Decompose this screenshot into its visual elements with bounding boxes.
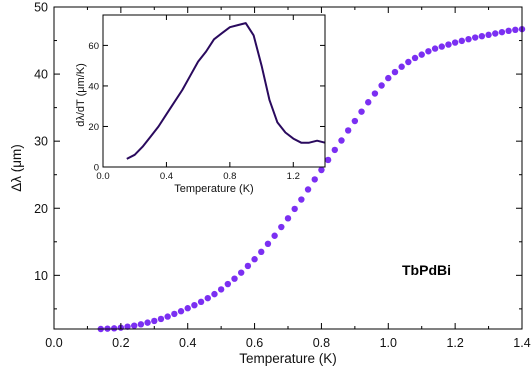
data-point bbox=[284, 215, 292, 222]
data-point bbox=[151, 317, 158, 325]
data-point bbox=[157, 315, 165, 323]
data-point bbox=[411, 54, 419, 62]
data-point bbox=[371, 90, 379, 97]
data-point bbox=[171, 310, 178, 318]
data-point bbox=[465, 36, 472, 43]
data-point bbox=[492, 30, 499, 37]
y-tick-label: 40 bbox=[34, 68, 48, 82]
data-point bbox=[425, 48, 432, 55]
y-tick-label: 20 bbox=[34, 202, 48, 216]
data-point bbox=[110, 325, 118, 332]
x-tick-label: 1.0 bbox=[380, 336, 397, 350]
data-point bbox=[458, 37, 466, 45]
inset-y-ticks: 0 20 40 60 bbox=[88, 41, 325, 174]
inset-line bbox=[126, 22, 326, 160]
data-point bbox=[438, 43, 445, 50]
data-point bbox=[358, 108, 365, 115]
data-point bbox=[304, 186, 312, 193]
data-point bbox=[137, 321, 145, 328]
inset-chart: 0.0 0.4 0.8 1.2 0 20 40 60 Temperature (K) dλ/… bbox=[75, 14, 326, 195]
data-point bbox=[418, 51, 425, 58]
data-point bbox=[144, 319, 151, 326]
data-point bbox=[131, 322, 138, 329]
x-tick-label: 0.2 bbox=[112, 336, 129, 350]
data-point bbox=[124, 323, 131, 330]
main-y-ticks: 10 20 30 40 50 bbox=[34, 1, 522, 310]
inset-y-axis-title: dλ/dT (μm/K) bbox=[75, 63, 87, 127]
data-point bbox=[472, 34, 479, 41]
data-point bbox=[224, 280, 232, 288]
chart-annotation: TbPdBi bbox=[402, 262, 451, 278]
data-point bbox=[197, 298, 205, 306]
data-point bbox=[278, 223, 285, 231]
data-point bbox=[445, 41, 452, 48]
data-point bbox=[184, 305, 191, 312]
data-point bbox=[298, 196, 305, 203]
y-tick-label: 30 bbox=[34, 135, 48, 149]
x-tick-label: 1.2 bbox=[446, 336, 463, 350]
inset-y-tick-label: 20 bbox=[88, 122, 99, 133]
data-point bbox=[478, 32, 486, 40]
data-point bbox=[331, 146, 338, 154]
inset-x-axis-title: Temperature (K) bbox=[174, 183, 253, 195]
data-point bbox=[485, 31, 492, 39]
main-y-axis-title: Δλ (μm) bbox=[9, 144, 24, 192]
data-point bbox=[244, 262, 252, 270]
data-point bbox=[431, 45, 439, 52]
inset-x-tick-label: 0.8 bbox=[223, 171, 236, 182]
data-point bbox=[338, 137, 345, 144]
data-point bbox=[291, 205, 298, 213]
y-tick-label: 50 bbox=[34, 1, 48, 15]
inset-x-tick-label: 1.2 bbox=[287, 171, 300, 182]
x-tick-label: 0.0 bbox=[45, 336, 62, 350]
inset-x-tick-label: 0.0 bbox=[96, 171, 109, 182]
data-point bbox=[271, 232, 278, 239]
data-point bbox=[451, 39, 459, 46]
data-point bbox=[324, 156, 332, 164]
inset-x-ticks: 0.0 0.4 0.8 1.2 bbox=[96, 15, 300, 182]
y-tick-label: 10 bbox=[34, 269, 48, 283]
data-point bbox=[251, 256, 258, 263]
data-point bbox=[211, 290, 218, 298]
data-point bbox=[365, 99, 372, 106]
main-x-ticks: 0.0 0.2 0.4 0.6 0.8 1.0 1.2 1.4 bbox=[45, 7, 531, 350]
x-tick-label: 1.4 bbox=[513, 336, 530, 350]
x-tick-label: 0.6 bbox=[246, 336, 263, 350]
inset-y-tick-label: 40 bbox=[88, 81, 99, 92]
data-point bbox=[164, 313, 171, 320]
main-x-axis-title: Temperature (K) bbox=[239, 351, 337, 366]
data-point bbox=[311, 176, 318, 183]
data-point bbox=[177, 308, 185, 315]
data-point bbox=[512, 26, 519, 34]
data-point bbox=[318, 166, 325, 174]
data-point bbox=[498, 28, 506, 36]
inset-x-tick-label: 0.4 bbox=[160, 171, 173, 182]
data-point bbox=[264, 240, 272, 248]
data-point bbox=[344, 127, 352, 134]
data-point bbox=[231, 275, 238, 282]
data-point bbox=[351, 117, 359, 125]
data-point bbox=[505, 27, 512, 35]
data-point bbox=[238, 269, 245, 276]
main-chart: 0.0 0.2 0.4 0.6 0.8 1.0 1.2 1.4 10 20 30 40 50 Temp… bbox=[9, 1, 531, 367]
data-point bbox=[217, 286, 225, 293]
data-point bbox=[398, 63, 405, 70]
inset-y-tick-label: 0 bbox=[94, 163, 99, 174]
inset-background bbox=[103, 15, 325, 167]
data-point bbox=[378, 82, 385, 89]
main-points-group bbox=[97, 25, 526, 333]
data-point bbox=[258, 248, 265, 256]
data-point bbox=[405, 58, 412, 66]
inset-plot-frame bbox=[102, 14, 326, 168]
data-point bbox=[391, 68, 399, 76]
data-point bbox=[191, 301, 198, 309]
x-tick-label: 0.4 bbox=[179, 336, 196, 350]
x-tick-label: 0.8 bbox=[313, 336, 330, 350]
data-point bbox=[385, 74, 392, 82]
data-point bbox=[204, 294, 211, 302]
inset-y-tick-label: 60 bbox=[88, 41, 99, 52]
